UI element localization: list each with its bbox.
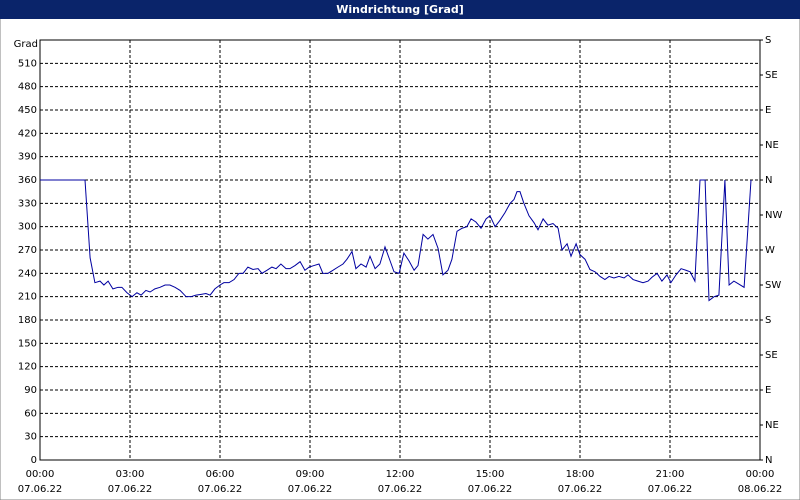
x-tick-label: 12:00 xyxy=(386,469,415,480)
x-tick-label: 15:00 xyxy=(476,469,505,480)
y-tick-label: 150 xyxy=(18,338,37,349)
x-tick-label: 03:00 xyxy=(116,469,145,480)
y-tick-label: 270 xyxy=(18,245,37,256)
y-tick-label: 330 xyxy=(18,198,37,209)
y2-tick-label: SW xyxy=(765,280,781,291)
data-line xyxy=(40,179,752,302)
x-tick-label: 09:00 xyxy=(296,469,325,480)
x-tick-date: 08.06.22 xyxy=(738,484,783,495)
y2-tick-label: E xyxy=(765,385,771,396)
y-tick-label: 450 xyxy=(18,105,37,116)
y2-tick-label: W xyxy=(765,245,775,256)
y-tick-label: 120 xyxy=(18,362,37,373)
y2-tick-label: N xyxy=(765,175,772,186)
x-tick-date: 07.06.22 xyxy=(648,484,693,495)
y-tick-label: 420 xyxy=(18,128,37,139)
x-tick-date: 07.06.22 xyxy=(108,484,153,495)
y-tick-label: 90 xyxy=(24,385,37,396)
x-tick-label: 00:00 xyxy=(746,469,775,480)
x-tick-label: 06:00 xyxy=(206,469,235,480)
chart-title: Windrichtung [Grad] xyxy=(336,3,464,16)
x-tick-date: 07.06.22 xyxy=(468,484,513,495)
y2-tick-label: SE xyxy=(765,70,778,81)
x-tick-date: 07.06.22 xyxy=(198,484,243,495)
y-tick-label: 390 xyxy=(18,152,37,163)
y2-tick-label: NW xyxy=(765,210,782,221)
y2-tick-label: E xyxy=(765,105,771,116)
x-tick-date: 07.06.22 xyxy=(558,484,603,495)
y2-tick-label: NE xyxy=(765,420,779,431)
x-tick-label: 00:00 xyxy=(26,469,55,480)
y-tick-label: 360 xyxy=(18,175,37,186)
x-tick-label: 21:00 xyxy=(656,469,685,480)
x-tick-label: 18:00 xyxy=(566,469,595,480)
x-tick-date: 07.06.22 xyxy=(288,484,333,495)
y2-tick-label: NE xyxy=(765,140,779,151)
plot-border xyxy=(39,39,761,461)
y2-tick-label: N xyxy=(765,455,772,466)
y2-tick-label: S xyxy=(765,315,771,326)
y-tick-label: 510 xyxy=(18,58,37,69)
y-tick-label: 480 xyxy=(18,82,37,93)
y-tick-label: 60 xyxy=(24,408,37,419)
y-tick-label: 0 xyxy=(31,455,37,466)
y2-tick-label: SE xyxy=(765,350,778,361)
y-tick-label: 180 xyxy=(18,315,37,326)
y2-tick-label: S xyxy=(765,35,771,46)
x-tick-date: 07.06.22 xyxy=(378,484,423,495)
y-tick-label: 240 xyxy=(18,268,37,279)
y-axis-label: Grad xyxy=(14,39,38,50)
title-bar xyxy=(0,0,800,19)
y-tick-label: 30 xyxy=(24,432,37,443)
y-tick-label: 210 xyxy=(18,292,37,303)
x-tick-date: 07.06.22 xyxy=(18,484,63,495)
y-tick-label: 300 xyxy=(18,222,37,233)
